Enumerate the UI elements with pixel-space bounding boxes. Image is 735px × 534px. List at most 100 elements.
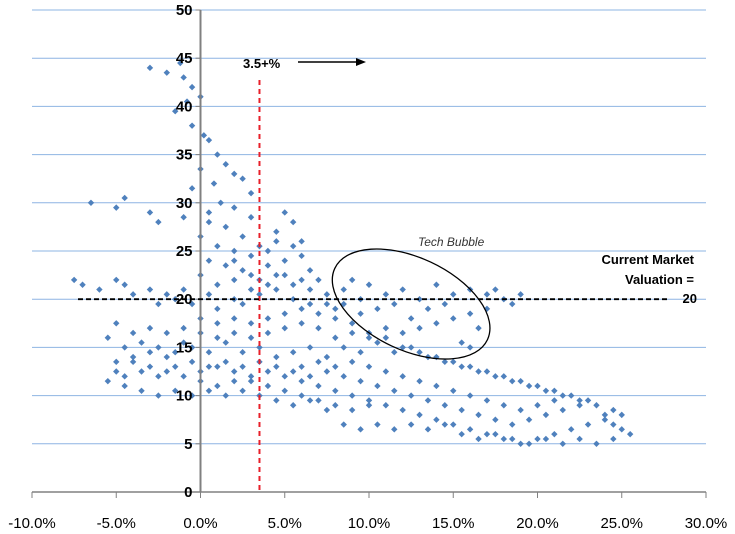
data-point (576, 435, 583, 443)
data-point (332, 363, 339, 370)
data-point (542, 435, 550, 443)
data-point (256, 344, 263, 351)
data-point (113, 276, 120, 284)
data-point (534, 435, 541, 443)
x-tick-labels: -10.0% -5.0% 0.0% 5.0% 10.0% 15.0% 20.0% 25.0% 3… (8, 515, 727, 532)
data-point (231, 329, 238, 337)
data-point (441, 402, 449, 409)
data-point (340, 344, 347, 351)
data-point (348, 320, 356, 327)
x-tick-label: 10.0% (348, 515, 391, 532)
data-point (247, 189, 255, 197)
data-point (399, 344, 406, 351)
y-tick-label: 40 (176, 98, 193, 115)
data-point (509, 300, 516, 308)
data-point (551, 430, 558, 438)
data-point (315, 276, 322, 284)
data-point (492, 286, 499, 293)
data-point (458, 363, 465, 370)
data-point (391, 387, 398, 394)
market-label-line1: Current Market (602, 252, 695, 267)
data-point (188, 358, 196, 366)
data-point (584, 397, 592, 404)
data-point (70, 276, 78, 284)
data-point (247, 271, 255, 279)
data-point (205, 291, 213, 298)
data-point (155, 300, 162, 308)
data-point (433, 320, 440, 327)
data-point (239, 300, 246, 308)
data-point (593, 440, 600, 447)
y-tick-label: 15 (176, 339, 193, 356)
data-point (348, 406, 356, 414)
data-point (289, 242, 297, 250)
data-point (247, 320, 255, 327)
y-tick-label: 20 (176, 291, 193, 308)
data-point (340, 373, 347, 380)
data-point (525, 382, 533, 390)
data-point (517, 291, 524, 298)
data-point (231, 315, 238, 322)
data-point (281, 387, 288, 394)
data-point (509, 421, 516, 428)
data-point (289, 296, 297, 303)
data-point (551, 387, 558, 394)
data-point (500, 402, 507, 409)
data-point (177, 59, 184, 67)
y-tick-label: 35 (176, 147, 193, 164)
data-point (231, 276, 238, 284)
data-point (433, 281, 440, 288)
data-point (323, 406, 331, 414)
data-point (382, 402, 390, 409)
data-point (129, 358, 137, 366)
data-point (559, 406, 566, 414)
data-point (433, 416, 440, 423)
data-point (466, 363, 474, 370)
data-point (205, 363, 213, 370)
data-point (222, 223, 229, 231)
data-point (315, 358, 322, 366)
data-point (576, 397, 583, 404)
data-point (399, 286, 406, 293)
x-tick-label: 15.0% (432, 515, 475, 532)
data-point (483, 368, 491, 375)
data-point (231, 204, 238, 211)
data-point (416, 296, 423, 303)
data-point (568, 392, 575, 399)
data-point (87, 199, 95, 206)
data-point (205, 218, 213, 226)
data-point (146, 349, 154, 356)
y-tick-label: 0 (184, 484, 192, 501)
data-point (340, 421, 347, 428)
data-point (113, 368, 120, 375)
data-point (231, 247, 238, 255)
data-point (298, 252, 305, 260)
x-tick-label: 30.0% (685, 515, 728, 532)
data-point (306, 397, 314, 404)
data-point (466, 310, 474, 317)
x-tick-label: 20.0% (516, 515, 559, 532)
data-point (323, 300, 331, 308)
data-point (407, 344, 415, 351)
data-point (180, 373, 187, 380)
bubble-label: Tech Bubble (418, 235, 485, 249)
data-point (315, 324, 322, 332)
data-point (188, 300, 196, 308)
data-point (231, 257, 238, 264)
data-point (441, 421, 449, 428)
data-point (129, 329, 137, 337)
data-point (610, 406, 617, 414)
data-point (458, 430, 465, 438)
data-point (247, 286, 255, 293)
data-point (172, 349, 179, 356)
data-point (183, 98, 191, 105)
data-point (129, 291, 137, 298)
data-point (492, 430, 499, 438)
data-point (340, 300, 347, 308)
data-point (273, 271, 280, 279)
data-point (289, 218, 297, 226)
data-point (298, 320, 305, 327)
data-point (391, 300, 398, 308)
data-point (466, 426, 474, 433)
